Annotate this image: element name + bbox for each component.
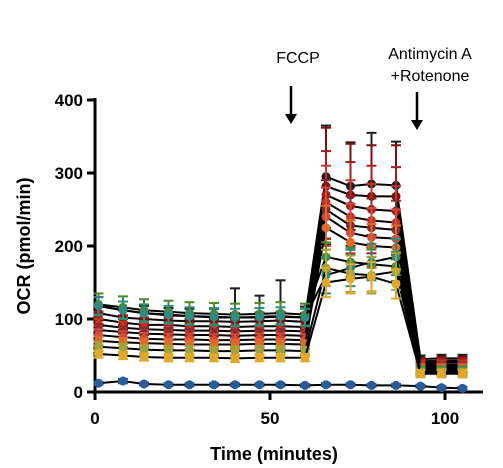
data-point <box>94 378 103 388</box>
data-point <box>255 312 264 322</box>
data-point <box>230 313 240 323</box>
data-point <box>185 311 194 321</box>
data-point <box>458 369 467 379</box>
data-point <box>94 349 103 359</box>
data-point <box>164 310 173 320</box>
data-point <box>209 380 219 390</box>
y-tick-label: 400 <box>55 91 83 110</box>
x-tick-label: 100 <box>431 409 459 428</box>
data-point <box>139 352 149 362</box>
data-point <box>346 380 355 390</box>
data-point <box>185 353 194 363</box>
y-tick-label: 300 <box>55 164 83 183</box>
data-point <box>118 305 128 315</box>
data-point <box>367 380 376 390</box>
annotation-arrows <box>285 86 423 130</box>
data-point <box>416 369 425 379</box>
y-axis-label: OCR (pmol/min) <box>14 178 34 315</box>
data-point <box>94 301 103 311</box>
data-point <box>458 383 467 393</box>
data-point <box>118 376 128 386</box>
data-point <box>185 380 194 390</box>
data-point <box>416 381 425 391</box>
data-point <box>367 272 376 282</box>
x-tick-label: 50 <box>261 409 280 428</box>
data-point <box>391 380 401 390</box>
data-point <box>255 353 264 363</box>
data-point <box>230 380 240 390</box>
data-point <box>346 237 355 247</box>
data-point <box>276 380 285 390</box>
data-point <box>164 380 173 390</box>
data-point <box>164 353 173 363</box>
data-point <box>209 312 219 322</box>
annotation-arrow-head <box>285 114 297 124</box>
chart-plot-area <box>93 124 468 393</box>
data-point <box>300 313 310 323</box>
data-point <box>139 308 149 318</box>
data-point <box>346 274 355 284</box>
data-point <box>209 353 219 363</box>
data-point <box>437 383 446 393</box>
annotation-arrow-head <box>411 120 423 130</box>
x-tick-label: 0 <box>90 409 99 428</box>
chart-axes: 0 100 200 300 400 0 50 100 <box>55 91 483 428</box>
y-tick-label: 100 <box>55 310 83 329</box>
data-point <box>437 369 446 379</box>
data-point <box>230 353 240 363</box>
data-point <box>139 379 149 389</box>
annotation-fccp-label: FCCP <box>276 50 320 67</box>
data-point <box>255 380 264 390</box>
data-point <box>321 278 331 287</box>
data-point <box>276 353 285 363</box>
data-point <box>321 380 331 390</box>
data-point <box>391 279 401 289</box>
data-point <box>300 380 310 390</box>
data-point <box>276 311 285 321</box>
data-point <box>321 223 331 233</box>
data-point <box>300 353 310 363</box>
y-tick-label: 0 <box>74 383 83 402</box>
x-axis-label: Time (minutes) <box>210 444 338 464</box>
y-tick-label: 200 <box>55 237 83 256</box>
annotation-antimycin-label: Antimycin A +Rotenone <box>388 46 472 85</box>
data-point <box>118 351 128 360</box>
